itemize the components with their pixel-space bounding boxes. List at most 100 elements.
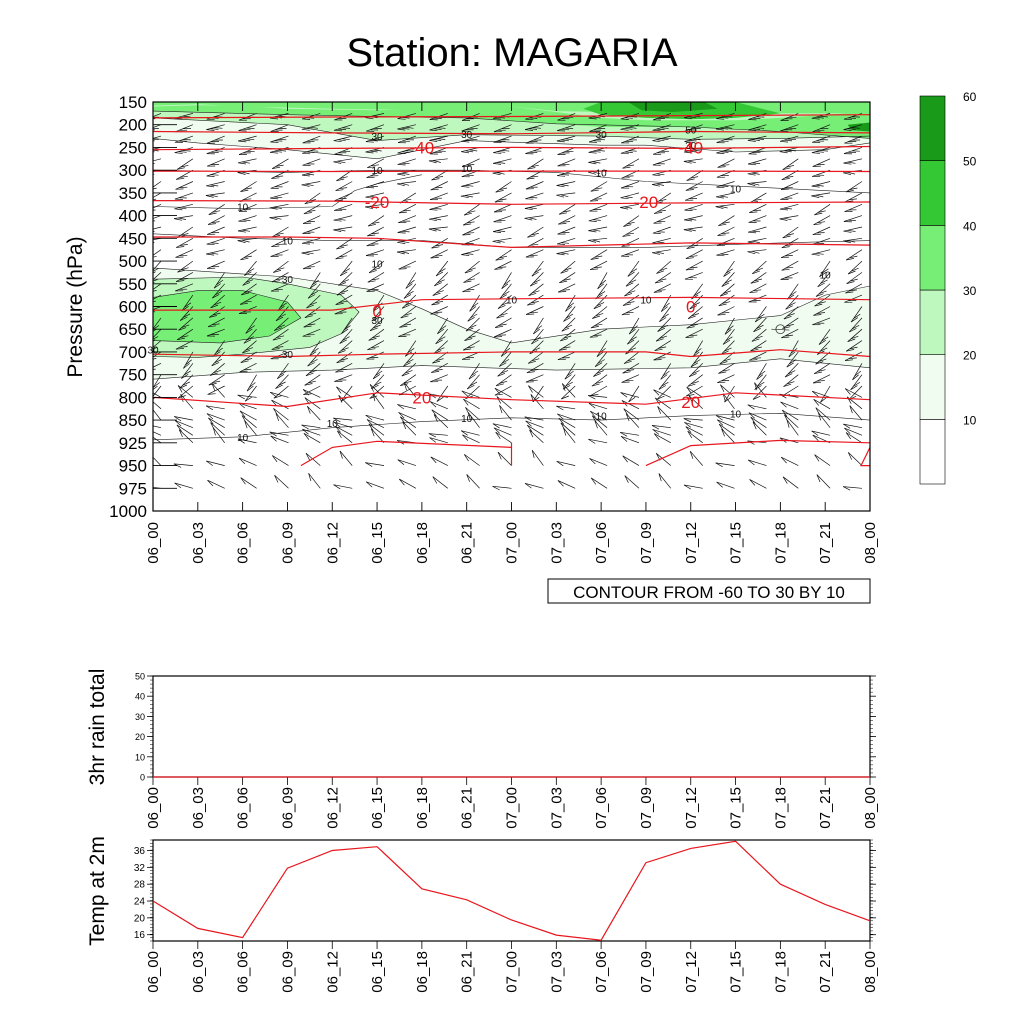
wind-barb-feather <box>244 420 248 429</box>
wind-barb-feather <box>310 290 318 296</box>
wind-barb-feather <box>658 385 666 390</box>
wind-barb <box>270 181 289 189</box>
wind-barb-feather <box>245 347 254 351</box>
time-tick-label: 07_15 <box>728 522 745 564</box>
wind-barb-feather <box>687 160 696 164</box>
wind-barb <box>270 351 289 360</box>
wind-barb-feather <box>273 216 282 220</box>
wind-barb-feather <box>371 346 380 349</box>
wind-barb-feather <box>304 201 313 205</box>
wind-barb <box>207 260 225 269</box>
wind-barb <box>656 260 672 274</box>
wind-barb-feather <box>241 292 250 296</box>
wind-barb-feather <box>429 437 437 443</box>
temperature-contour-label: -20 <box>365 193 390 212</box>
wind-barb <box>556 192 576 196</box>
wind-barb-feather <box>722 358 731 362</box>
wind-barb-feather <box>432 160 441 163</box>
wind-barb-feather <box>339 358 348 361</box>
wind-barb-feather <box>237 240 246 243</box>
wind-barb-feather <box>174 208 183 211</box>
wind-barb-feather <box>243 339 252 344</box>
wind-barb-feather <box>246 336 254 341</box>
wind-barb-feather <box>333 129 343 132</box>
wind-barb-feather <box>530 175 539 178</box>
wind-barb-feather <box>561 242 570 244</box>
wind-barb-feather <box>367 280 376 283</box>
wind-barb-feather <box>248 382 256 388</box>
wind-barb-feather <box>594 420 598 429</box>
wind-barb <box>175 340 194 350</box>
wind-barb-feather <box>337 430 342 438</box>
x-tick-label: 06_00 <box>145 787 162 829</box>
wind-barb-feather <box>367 166 376 169</box>
wind-barb-feather <box>206 185 215 188</box>
wind-barb <box>371 374 385 390</box>
wind-barb <box>339 260 353 277</box>
wind-barb-feather <box>333 219 342 222</box>
time-tick-label: 07_03 <box>548 522 565 564</box>
wind-barb-feather <box>207 393 216 395</box>
wind-barb <box>526 237 544 248</box>
wind-barb <box>493 427 512 436</box>
wind-barb-feather <box>689 187 698 189</box>
wind-barb <box>780 272 799 280</box>
x-tick-label: 06_06 <box>235 787 252 829</box>
wind-barb-feather <box>179 244 188 246</box>
wind-barb-feather <box>655 338 664 342</box>
wind-barb-feather <box>401 182 410 186</box>
wind-barb-feather <box>846 189 854 193</box>
wind-barb-feather <box>213 283 221 289</box>
time-tick-label: 06_18 <box>414 522 431 564</box>
wind-barb-feather <box>754 382 758 391</box>
wind-barb <box>683 226 703 230</box>
wind-barb <box>844 203 863 213</box>
wind-barb <box>207 215 225 225</box>
wind-barb-feather <box>365 117 374 120</box>
wind-barb-feather <box>558 348 567 351</box>
wind-barb-feather <box>820 279 828 284</box>
wind-barb-feather <box>683 229 692 232</box>
wind-barb <box>752 421 767 436</box>
wind-barb <box>367 158 385 169</box>
wind-barb-feather <box>715 462 723 468</box>
wind-barb-feather <box>182 381 190 386</box>
time-tick-label: 07_00 <box>504 522 521 564</box>
wind-barb-feather <box>211 221 220 223</box>
wind-barb <box>750 272 767 284</box>
wind-barb <box>465 407 480 421</box>
wind-barb-feather <box>371 278 380 281</box>
wind-barb-feather <box>464 338 473 342</box>
wind-barb <box>620 392 640 398</box>
wind-barb-feather <box>242 282 251 286</box>
wind-barb-feather <box>747 404 755 410</box>
wind-barb-feather <box>529 117 538 119</box>
wind-barb <box>651 425 671 429</box>
wind-barb-feather <box>690 176 699 179</box>
wind-barb-feather <box>652 174 661 177</box>
wind-barb <box>465 385 480 399</box>
isotach-line <box>153 110 870 139</box>
wind-barb-feather <box>174 117 183 120</box>
wind-barb <box>366 283 385 292</box>
wind-barb-feather <box>404 370 413 374</box>
wind-barb-feather <box>153 339 156 342</box>
wind-barb <box>529 429 544 444</box>
wind-barb-feather <box>748 412 755 419</box>
wind-barb-feather <box>751 139 760 141</box>
wind-barb-feather <box>556 185 565 188</box>
wind-barb <box>723 260 735 277</box>
wind-barb <box>589 328 608 338</box>
wind-barb-feather <box>752 421 757 430</box>
legend-swatch <box>919 225 946 291</box>
wind-barb <box>153 385 162 397</box>
wind-barb <box>621 374 640 383</box>
wind-barb-feather <box>269 207 278 210</box>
wind-barb <box>207 479 225 489</box>
wind-barb-feather <box>401 162 410 165</box>
wind-barb <box>846 340 863 352</box>
wind-barb-feather <box>592 239 601 243</box>
wind-barb-feather <box>278 381 286 386</box>
wind-barb-feather <box>403 362 411 367</box>
wind-barb <box>333 421 353 429</box>
